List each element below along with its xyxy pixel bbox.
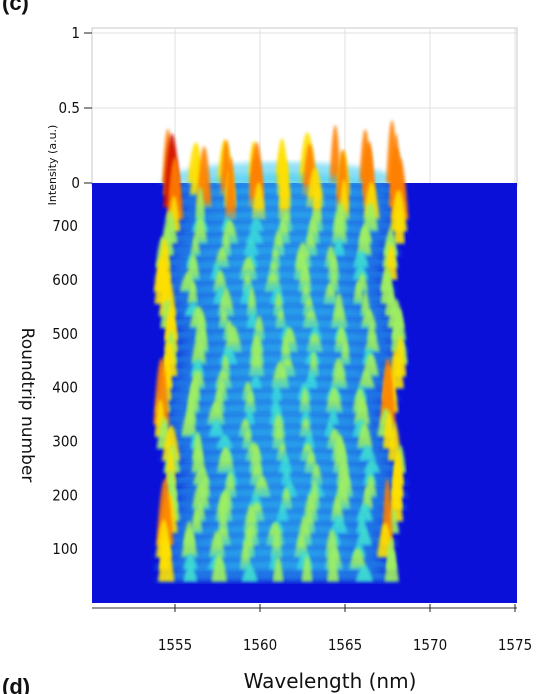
spectral-peak — [190, 237, 201, 256]
x-tick-label: 1560 — [243, 636, 277, 654]
spectral-peak — [311, 183, 322, 220]
y-tick-label: 500 — [52, 325, 78, 343]
spectral-peak — [349, 548, 367, 570]
spectral-peak — [183, 564, 198, 582]
spectral-peak — [181, 409, 197, 437]
x-axis-label: Wavelength (nm) — [244, 669, 417, 693]
spectral-peak — [190, 507, 203, 534]
spectral-peak — [191, 334, 207, 365]
spectral-peak — [158, 541, 175, 582]
spectral-peak — [352, 250, 369, 268]
z-tick-label: 0.5 — [59, 99, 80, 117]
spectral-peak — [331, 215, 348, 244]
spectral-peak — [353, 280, 364, 304]
spectral-peak — [187, 281, 198, 304]
spectral-peak — [182, 554, 198, 570]
y-axis: 100 200 300 400 500 600 700 — [52, 217, 78, 558]
spectral-peak — [251, 182, 266, 220]
x-tick-label: 1575 — [498, 636, 532, 654]
y-axis-label: Roundtrip number — [17, 328, 37, 483]
spectral-peak — [272, 556, 284, 582]
spectral-peak — [153, 357, 170, 425]
spectral-peak — [356, 528, 373, 546]
y-tick-label: 400 — [52, 379, 78, 397]
spectral-peak — [362, 353, 379, 377]
spectral-peak — [356, 422, 373, 449]
z-tick-label: 0 — [71, 174, 80, 192]
x-tick-label: 1565 — [328, 636, 362, 654]
spectral-peak — [353, 397, 371, 425]
spectral-peak — [211, 553, 228, 582]
spectrum-surface — [153, 120, 409, 582]
spectral-peak — [361, 485, 374, 510]
spectral-peak — [278, 178, 291, 220]
y-tick-label: 700 — [52, 217, 78, 235]
x-tick-label: 1555 — [158, 636, 192, 654]
panel-label-bottom: (d) — [2, 674, 30, 694]
y-tick-label: 200 — [52, 486, 78, 504]
x-tick-label: 1570 — [413, 636, 447, 654]
spectral-peak — [241, 564, 258, 582]
spectral-peak — [380, 357, 396, 425]
z-axis-label: Intensity (a.u.) — [46, 125, 59, 206]
spectral-peak — [329, 125, 341, 183]
spectral-peak — [355, 565, 374, 582]
panel-label-top: (c) — [2, 0, 29, 15]
y-tick-label: 600 — [52, 271, 78, 289]
spectral-peak — [326, 554, 340, 582]
z-tick-label: 1 — [71, 24, 80, 42]
spectral-peak — [191, 447, 206, 473]
z-axis: 10.50 — [59, 24, 92, 192]
spectral-peak — [356, 503, 374, 522]
y-tick-label: 300 — [52, 432, 78, 450]
spectral-peak — [193, 214, 208, 244]
spectral-peak — [186, 252, 200, 280]
x-axis: 1555 1560 1565 1570 1575 — [92, 604, 532, 654]
spectral-peak — [393, 207, 405, 244]
spectral-peak — [166, 157, 184, 220]
spectral-peak — [192, 480, 210, 510]
spectral-peak — [216, 446, 235, 473]
spectral-peak — [195, 186, 206, 220]
spectral-peak — [301, 555, 313, 582]
spectral-peak — [384, 549, 399, 582]
spectral-peak — [218, 503, 229, 534]
spectral-peak — [181, 529, 198, 558]
y-tick-label: 100 — [52, 540, 78, 558]
spectral-peak — [364, 333, 380, 353]
spectrum-slice — [156, 541, 399, 582]
spectral-peak — [357, 227, 372, 256]
spectral-peak — [225, 156, 237, 220]
spectral-peak — [358, 370, 375, 389]
spectral-peak — [362, 202, 379, 232]
